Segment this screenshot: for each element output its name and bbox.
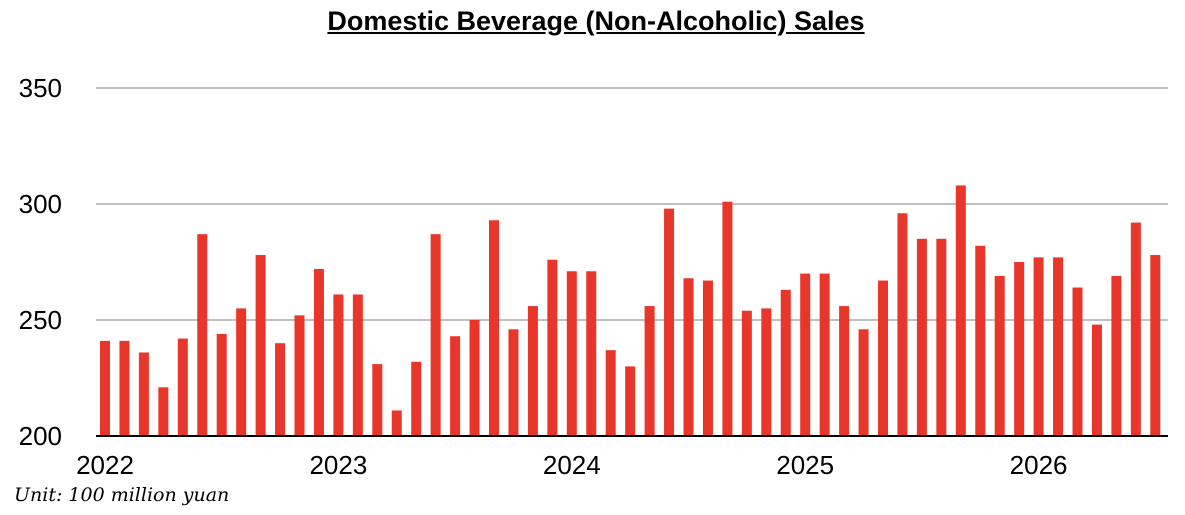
bar-2025-01 xyxy=(800,273,811,436)
bar-2025-06 xyxy=(897,213,908,436)
bar-2025-07 xyxy=(916,238,927,436)
x-tick-label-2024: 2024 xyxy=(543,450,601,480)
bar-2023-09 xyxy=(489,220,499,436)
bar-2022-09 xyxy=(255,255,266,436)
bar-2022-03 xyxy=(138,352,149,436)
bar-2022-12 xyxy=(313,268,324,436)
y-axis-ticks: 200 250 300 350 xyxy=(19,73,62,451)
bar-2022-04 xyxy=(158,387,169,436)
x-tick-label-2026: 2026 xyxy=(1010,450,1068,480)
bar-2026-03 xyxy=(1072,287,1083,436)
bar-2026-02 xyxy=(1053,257,1064,436)
bar-2025-02 xyxy=(819,273,830,436)
bar-2023-12 xyxy=(547,259,558,436)
unit-note: Unit: 100 million yuan xyxy=(14,484,230,506)
bar-2022-06 xyxy=(197,234,208,436)
bar-2025-10 xyxy=(975,245,986,436)
bar-2024-12 xyxy=(780,289,791,436)
bar-2024-02 xyxy=(586,271,597,436)
bar-2023-05 xyxy=(411,361,422,436)
bar-2023-10 xyxy=(508,329,519,436)
x-tick-label-2025: 2025 xyxy=(776,450,834,480)
bars xyxy=(100,185,1161,436)
bar-2023-11 xyxy=(527,306,538,436)
gridlines xyxy=(96,87,1168,321)
bar-2024-04 xyxy=(625,366,636,436)
bar-2022-10 xyxy=(275,343,286,436)
bar-2024-09 xyxy=(722,201,733,436)
bar-2026-07 xyxy=(1150,255,1161,436)
x-axis-ticks: 2022 2023 2024 2025 2026 xyxy=(76,450,1067,480)
bar-2023-06 xyxy=(430,234,441,436)
bar-2025-03 xyxy=(839,306,850,436)
bar-2022-01 xyxy=(100,340,110,436)
bar-2024-08 xyxy=(702,280,713,436)
bar-2024-11 xyxy=(761,308,772,436)
bar-2023-08 xyxy=(469,320,480,436)
bar-2025-11 xyxy=(994,275,1005,436)
bar-2026-06 xyxy=(1130,222,1141,436)
bar-2025-04 xyxy=(858,329,869,436)
bar-2022-05 xyxy=(177,338,188,436)
bar-2023-02 xyxy=(352,294,363,436)
bar-2025-08 xyxy=(936,238,947,436)
bar-2023-01 xyxy=(333,294,344,436)
bar-2025-09 xyxy=(955,185,966,436)
y-tick-label: 250 xyxy=(19,305,62,335)
bar-2024-05 xyxy=(644,306,655,436)
x-tick-label-2022: 2022 xyxy=(76,450,134,480)
bar-2022-07 xyxy=(216,333,227,436)
x-tick-label-2023: 2023 xyxy=(309,450,367,480)
bar-2026-01 xyxy=(1033,257,1044,436)
bar-2024-10 xyxy=(741,310,752,436)
chart-title: Domestic Beverage (Non-Alcoholic) Sales xyxy=(327,6,865,36)
bar-2022-11 xyxy=(294,315,305,436)
y-tick-label: 350 xyxy=(19,73,62,103)
bar-2022-02 xyxy=(119,340,130,436)
bar-2025-05 xyxy=(878,280,888,436)
bar-2024-07 xyxy=(683,278,694,436)
bar-2023-07 xyxy=(450,336,461,436)
bar-2023-04 xyxy=(391,410,402,436)
y-tick-label: 300 xyxy=(19,189,62,219)
bar-2026-05 xyxy=(1111,275,1122,436)
bar-2025-12 xyxy=(1014,262,1025,436)
bar-2023-03 xyxy=(372,364,383,436)
bar-2024-06 xyxy=(664,208,675,436)
bar-2024-01 xyxy=(566,271,577,436)
bar-2026-04 xyxy=(1091,324,1102,436)
y-tick-label: 200 xyxy=(19,421,62,451)
bar-2022-08 xyxy=(236,308,247,436)
bar-2024-03 xyxy=(605,350,616,436)
